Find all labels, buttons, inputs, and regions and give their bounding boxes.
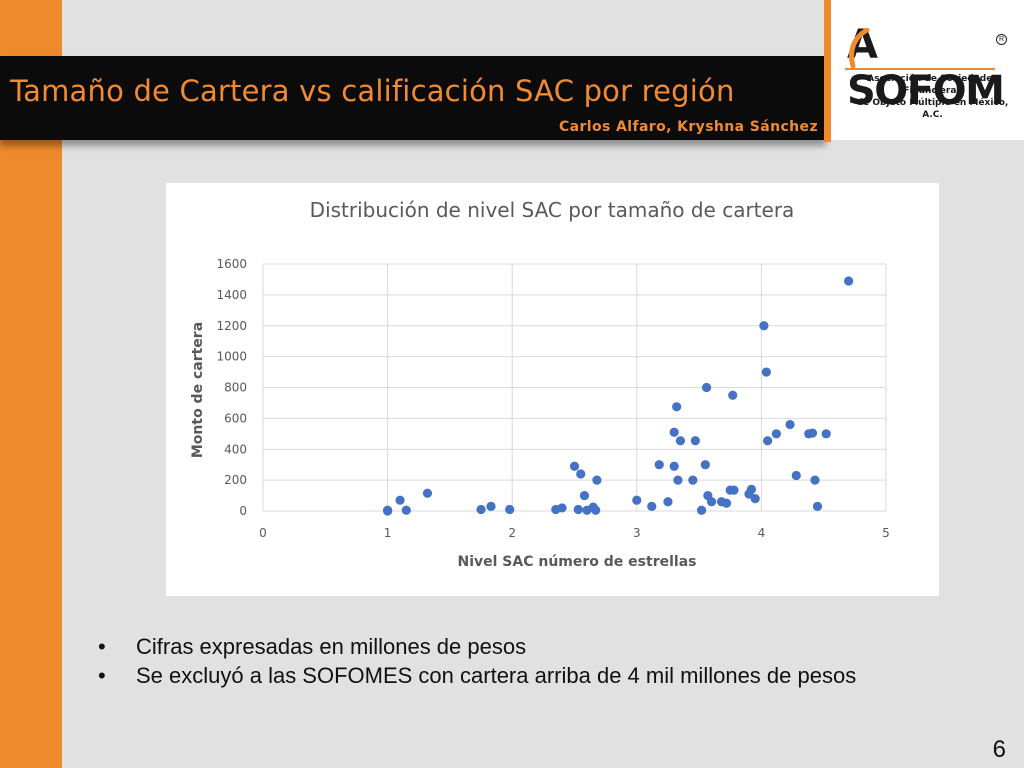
x-tick-label: 4 (758, 526, 766, 540)
x-tick-label: 1 (384, 526, 392, 540)
data-point (706, 497, 717, 507)
note-item: • Cifras expresadas en millones de pesos (98, 632, 928, 661)
data-point (761, 367, 771, 377)
data-point (791, 470, 801, 481)
data-point (844, 276, 854, 286)
logo-letter-a: A (847, 22, 878, 68)
data-point (701, 382, 712, 393)
y-tick-label: 1000 (216, 350, 247, 364)
y-tick-label: 1200 (216, 319, 247, 333)
data-point (505, 504, 515, 515)
data-point (654, 460, 664, 470)
y-tick-label: 1400 (216, 288, 247, 302)
data-point (573, 504, 583, 515)
data-point (746, 484, 757, 494)
chart-tick-labels: 0 200 400 600 800 1000 1200 1400 1600 0 1 2 3 4 5 (216, 257, 889, 540)
data-point (763, 436, 773, 446)
bullet-icon: • (98, 663, 106, 688)
data-point (696, 505, 707, 515)
data-point (672, 402, 682, 412)
data-point (383, 505, 393, 515)
slide-title: Tamaño de Cartera vs calificación SAC po… (10, 74, 735, 108)
data-point (576, 469, 586, 479)
chart-title: Distribución de nivel SAC por tamaño de … (310, 198, 795, 222)
registered-mark-icon: R (996, 34, 1007, 45)
note-text: Cifras expresadas en millones de pesos (136, 634, 527, 659)
data-point (821, 429, 831, 439)
y-tick-label: 400 (224, 442, 247, 456)
note-text: Se excluyó a las SOFOMES con cartera arr… (136, 663, 857, 688)
chart-y-axis-label: Monto de cartera (190, 322, 206, 458)
header-accent-stripe (824, 0, 831, 142)
y-tick-label: 200 (224, 473, 247, 487)
x-tick-label: 0 (259, 526, 267, 540)
y-tick-label: 1600 (216, 257, 247, 271)
asofom-logo: A SOFOM R Asociación de Sociedades Finan… (831, 0, 1024, 140)
logo-word-rest: SOFOM (847, 68, 1005, 114)
scatter-chart: Distribución de nivel SAC por tamaño de … (190, 198, 890, 570)
data-point (810, 475, 820, 485)
note-item: • Se excluyó a las SOFOMES con cartera a… (98, 661, 928, 690)
data-point (395, 495, 405, 505)
chart-x-axis-label: Nivel SAC número de estrellas (458, 554, 697, 570)
scatter-chart-panel: Distribución de nivel SAC por tamaño de … (166, 183, 939, 596)
logo-subtitle-line1: Asociación de Sociedades Financieras (867, 74, 998, 96)
data-point (422, 488, 433, 498)
page-number: 6 (992, 736, 1006, 763)
data-point (569, 461, 580, 471)
data-point (812, 501, 823, 511)
data-point (721, 498, 732, 508)
data-point (700, 460, 710, 470)
data-point (673, 475, 683, 485)
logo-divider (845, 68, 995, 70)
data-point (647, 501, 657, 511)
data-point (669, 461, 679, 471)
notes-list: • Cifras expresadas en millones de pesos… (98, 632, 928, 690)
data-point (557, 503, 567, 513)
data-point (807, 428, 818, 438)
data-point (729, 485, 739, 495)
bullet-icon: • (98, 634, 106, 659)
data-point (669, 427, 679, 437)
x-tick-label: 5 (882, 526, 890, 540)
data-point (591, 505, 601, 515)
data-point (759, 321, 769, 331)
data-point (675, 436, 686, 446)
chart-points (383, 276, 854, 516)
y-tick-label: 600 (224, 411, 247, 425)
logo-swoosh-icon (849, 28, 870, 68)
data-point (750, 494, 760, 504)
data-point (486, 501, 496, 511)
data-point (579, 490, 590, 501)
x-tick-label: 2 (508, 526, 516, 540)
slide-authors: Carlos Alfaro, Kryshna Sánchez (558, 119, 818, 135)
data-point (592, 475, 602, 485)
header-bar (0, 56, 826, 140)
data-point (688, 475, 698, 485)
data-point (728, 390, 738, 400)
data-point (771, 429, 781, 439)
logo-wordmark: A SOFOM (847, 22, 1024, 114)
data-point (663, 497, 673, 507)
logo-subtitle: Asociación de Sociedades Financieras de … (845, 73, 1020, 121)
y-tick-label: 0 (239, 504, 247, 518)
data-point (476, 504, 486, 515)
y-tick-label: 800 (224, 381, 247, 395)
data-point (785, 419, 795, 430)
data-point (401, 505, 411, 515)
logo-subtitle-line2: de Objeto Múltiple en México, A.C. (856, 98, 1009, 120)
data-point (690, 436, 700, 446)
x-tick-label: 3 (633, 526, 641, 540)
data-point (632, 495, 642, 505)
